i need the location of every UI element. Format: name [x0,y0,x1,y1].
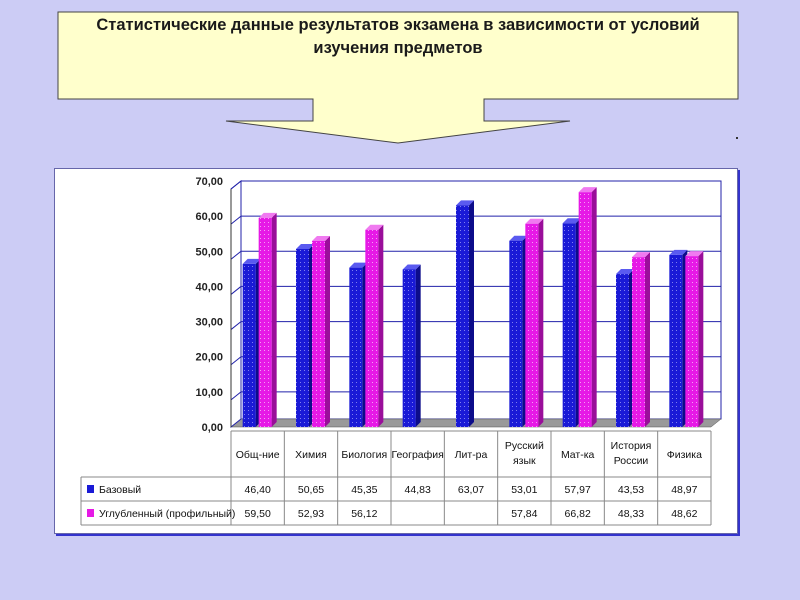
y-tick-label: 0,00 [202,422,223,434]
bar-advanced [525,223,539,427]
value-label-base: 53,01 [511,484,537,496]
bar-advanced [258,217,272,427]
value-label-base: 50,65 [298,484,324,496]
value-label-base: 63,07 [458,484,484,496]
x-category-label: История России [611,440,652,467]
bar-base [669,254,683,427]
x-category-label: Общ-ние [236,449,280,461]
bar-base [456,205,469,427]
gridline [230,285,721,295]
legend-label-base: Базовый [99,484,141,496]
bar-base-top [296,244,314,250]
bar-base-top [509,235,528,241]
bar-advanced-side [378,224,384,427]
gridline [230,250,721,260]
bar-advanced-top [365,224,384,230]
value-label-base: 44,83 [405,484,431,496]
value-label-advanced: 48,33 [618,508,644,520]
bar-advanced-top [685,251,704,257]
bar-advanced-side [591,187,597,427]
gridline [230,180,721,190]
bar-advanced [685,256,699,427]
callout-shape [57,11,739,144]
bar-advanced [632,257,645,427]
bar-advanced-side [698,251,704,427]
value-label-advanced: 66,82 [565,508,591,520]
y-tick-label: 70,00 [195,176,223,188]
y-tick-label: 60,00 [195,211,223,223]
x-category-label: Мат-ка [561,449,595,461]
bar-base [562,223,576,427]
x-category-label: Химия [295,449,327,461]
value-label-base: 57,97 [565,484,591,496]
gridline [230,356,721,366]
y-tick-label: 30,00 [195,317,223,329]
legend-label-advanced: Углубленный (профильный) [99,508,235,520]
bar-advanced-top [632,252,650,258]
bar-advanced-side [538,218,544,427]
value-label-base: 46,40 [245,484,271,496]
value-label-advanced: 48,62 [671,508,697,520]
y-tick-label: 20,00 [195,352,223,364]
value-label-advanced: 59,50 [245,508,271,520]
bar-advanced-side [271,212,277,427]
bar-advanced-top [312,235,330,241]
bar-base-top [562,218,581,224]
value-label-advanced: 57,84 [511,508,537,520]
bar-base-top [669,249,688,255]
bar-base [296,249,309,427]
bar-advanced [365,229,379,427]
bar-base [402,269,416,427]
legend-key-base [87,485,94,493]
bar-advanced-top [258,212,277,218]
y-tick-label: 50,00 [195,246,223,258]
bar-base-side [469,200,474,427]
x-category-label: Русский язык [505,440,544,467]
decorative-dot [736,137,738,139]
bar-base-top [402,264,421,270]
legend-key-advanced [87,509,94,517]
bar-base-side [415,264,421,427]
bar-advanced-side [325,235,330,427]
bar-advanced-top [578,187,597,193]
gridline [230,391,721,401]
value-label-advanced: 52,93 [298,508,324,520]
bar-advanced-top [525,218,544,224]
y-tick-label: 40,00 [195,281,223,293]
value-label-base: 45,35 [351,484,377,496]
value-label-base: 48,97 [671,484,697,496]
bar-base-top [349,262,368,268]
bar-advanced [312,240,325,427]
x-category-label: Лит-ра [455,449,488,461]
bar-base-top [616,269,634,275]
title-callout [57,11,739,144]
value-label-base: 43,53 [618,484,644,496]
y-tick-label: 10,00 [195,387,223,399]
bar-base [242,263,256,427]
bar-base [509,240,523,427]
bar-base [349,267,363,427]
x-category-label: География [391,449,443,461]
bar-base-top [242,258,261,264]
gridline [230,215,721,225]
bar-chart: 0,0010,0020,0030,0040,0050,0060,0070,00 … [80,176,722,526]
x-category-label: Биология [341,449,387,461]
bar-advanced-side [645,252,650,427]
chart-panel: 0,00 10,00 20,00 30,00 40,00 50,00 60,00 70,00 … [54,168,738,534]
value-label-advanced: 56,12 [351,508,377,520]
x-category-label: Физика [667,449,702,461]
page-title: Статистические данные результатов экзаме… [96,16,700,57]
bar-base-top [456,200,474,206]
bar-base [616,274,629,427]
gridline [230,321,721,330]
bar-advanced [578,192,592,427]
